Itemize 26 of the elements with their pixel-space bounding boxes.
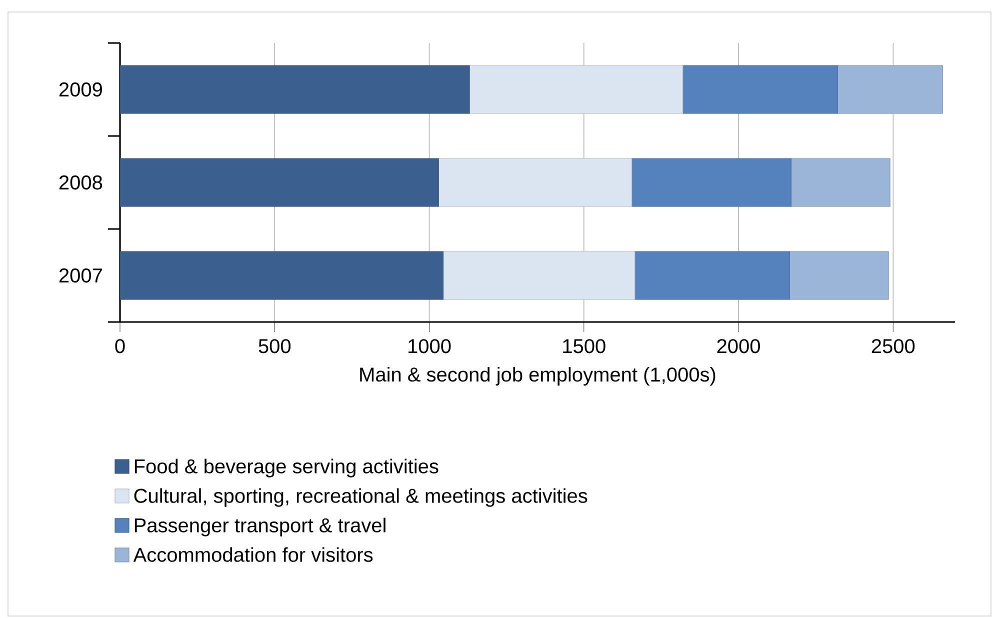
legend-label: Food & beverage serving activities (134, 458, 438, 478)
x-tick-label: 2500 (872, 339, 915, 354)
y-tick-label: 2007 (59, 268, 102, 283)
x-tick-label: 2000 (717, 339, 760, 354)
x-axis-title: Main & second job employment (1,000s) (360, 366, 716, 386)
y-tick-label: 2009 (59, 82, 102, 97)
bar (469, 65, 684, 114)
bar (632, 158, 792, 207)
bar (438, 158, 632, 207)
bar (120, 65, 470, 114)
x-tick-label: 1000 (408, 339, 451, 354)
bar (789, 251, 889, 300)
legend-label: Cultural, sporting, recreational & meetings activities (134, 488, 588, 507)
x-tick-label: 0 (115, 339, 125, 354)
bar (120, 251, 444, 300)
bar (120, 158, 439, 207)
bar (682, 65, 838, 114)
bar (442, 251, 636, 300)
y-tick-label: 2008 (59, 175, 102, 190)
x-tick-label: 500 (258, 339, 291, 354)
bar (837, 65, 943, 114)
legend-label: Accommodation for visitors (133, 547, 373, 562)
bar (790, 158, 890, 207)
legend-label: Passenger transport & travel (134, 518, 386, 536)
bar (634, 251, 790, 300)
x-tick-label: 1500 (563, 339, 606, 354)
